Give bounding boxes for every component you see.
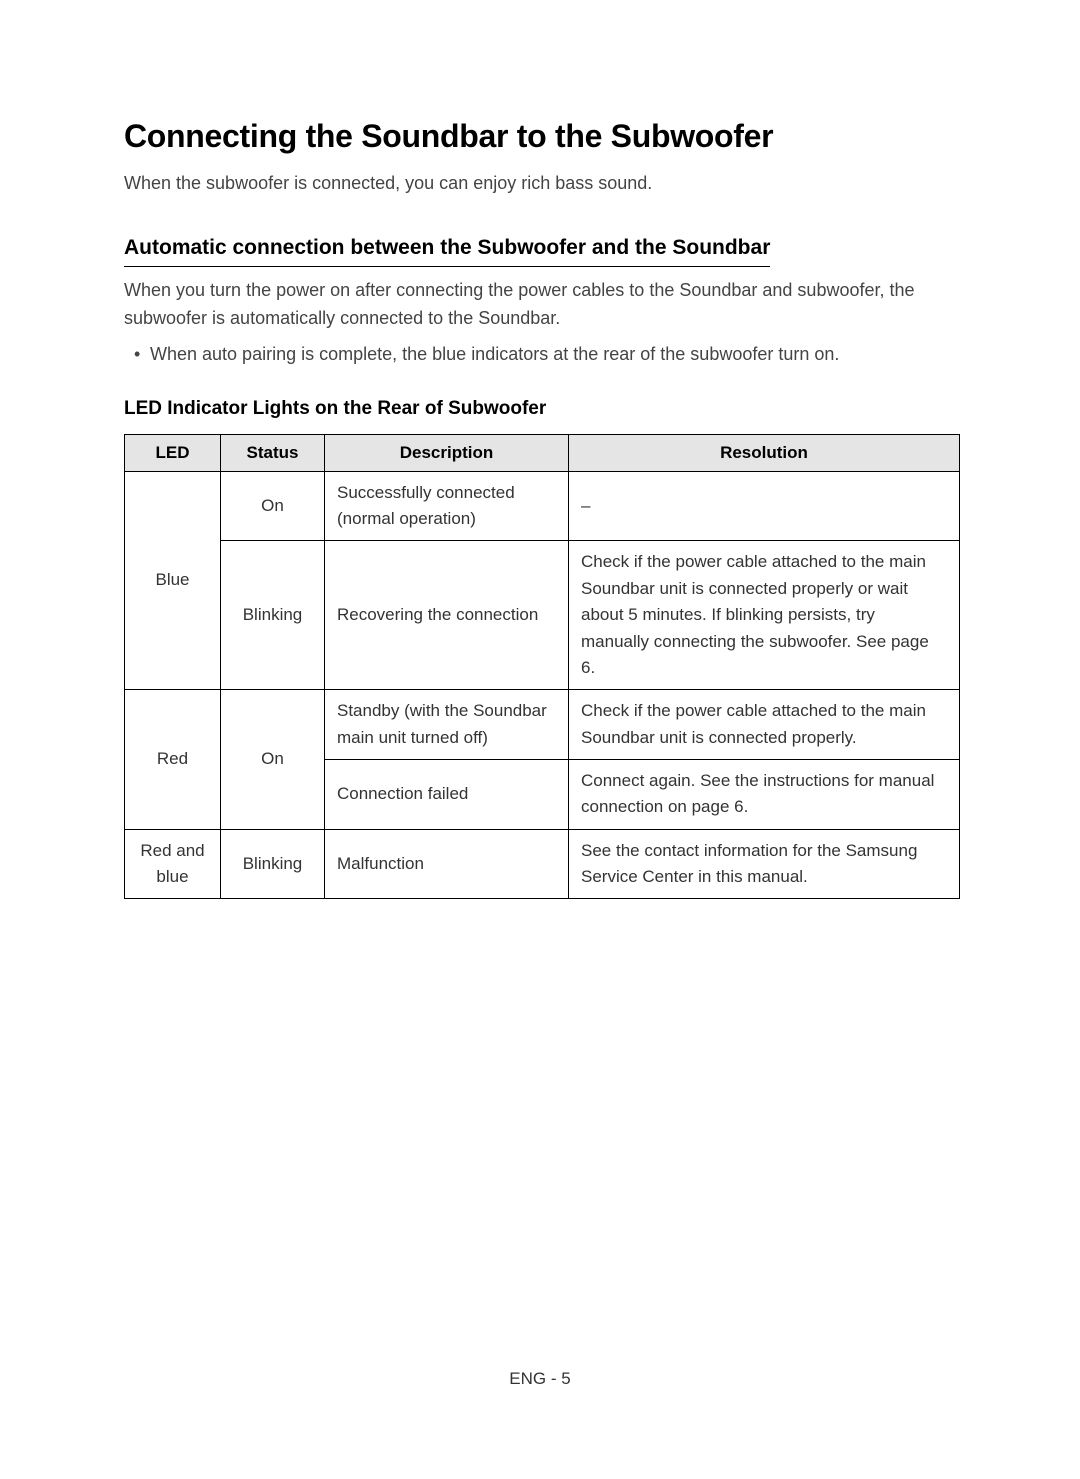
- cell-resolution: –: [569, 471, 960, 541]
- cell-resolution: Check if the power cable attached to the…: [569, 690, 960, 760]
- page-footer: ENG - 5: [0, 1369, 1080, 1389]
- section-heading: Automatic connection between the Subwoof…: [124, 236, 770, 267]
- main-title: Connecting the Soundbar to the Subwoofer: [124, 118, 960, 155]
- table-row: Blue On Successfully connected (normal o…: [125, 471, 960, 541]
- bullet-item: When auto pairing is complete, the blue …: [124, 341, 960, 368]
- th-description: Description: [325, 434, 569, 471]
- table-row: Red and blue Blinking Malfunction See th…: [125, 829, 960, 899]
- cell-status: Blinking: [221, 541, 325, 690]
- cell-status: Blinking: [221, 829, 325, 899]
- cell-resolution: Connect again. See the instructions for …: [569, 759, 960, 829]
- table-row: Red On Standby (with the Soundbar main u…: [125, 690, 960, 760]
- cell-led: Blue: [125, 471, 221, 689]
- cell-resolution: Check if the power cable attached to the…: [569, 541, 960, 690]
- cell-led: Red and blue: [125, 829, 221, 899]
- cell-resolution: See the contact information for the Sams…: [569, 829, 960, 899]
- cell-description: Connection failed: [325, 759, 569, 829]
- cell-description: Malfunction: [325, 829, 569, 899]
- intro-text: When the subwoofer is connected, you can…: [124, 173, 960, 194]
- cell-led: Red: [125, 690, 221, 829]
- cell-description: Standby (with the Soundbar main unit tur…: [325, 690, 569, 760]
- led-indicator-table: LED Status Description Resolution Blue O…: [124, 434, 960, 899]
- th-resolution: Resolution: [569, 434, 960, 471]
- table-header-row: LED Status Description Resolution: [125, 434, 960, 471]
- cell-status: On: [221, 690, 325, 829]
- section-description: When you turn the power on after connect…: [124, 277, 960, 333]
- cell-description: Successfully connected (normal operation…: [325, 471, 569, 541]
- bullet-list: When auto pairing is complete, the blue …: [124, 341, 960, 368]
- th-status: Status: [221, 434, 325, 471]
- th-led: LED: [125, 434, 221, 471]
- table-title: LED Indicator Lights on the Rear of Subw…: [124, 398, 960, 420]
- table-row: Blinking Recovering the connection Check…: [125, 541, 960, 690]
- cell-description: Recovering the connection: [325, 541, 569, 690]
- cell-status: On: [221, 471, 325, 541]
